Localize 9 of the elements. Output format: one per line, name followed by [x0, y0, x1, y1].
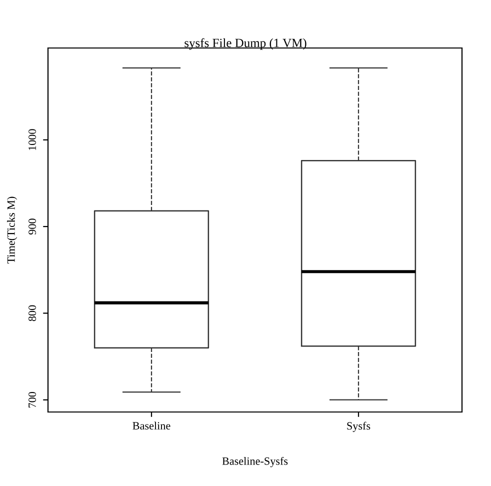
x-tick-label: Sysfs: [347, 422, 370, 432]
y-tick-label: 800: [28, 305, 36, 322]
y-tick-label: 1000: [28, 129, 36, 150]
chart-title: sysfs File Dump (1 VM): [184, 38, 306, 50]
y-axis-title: Time(Ticks M): [7, 196, 18, 264]
x-tick-label: Baseline: [132, 422, 170, 430]
y-tick-label: 900: [28, 218, 36, 235]
x-axis-title: Baseline-Sysfs: [222, 456, 288, 468]
y-tick-label: 700: [28, 392, 36, 408]
